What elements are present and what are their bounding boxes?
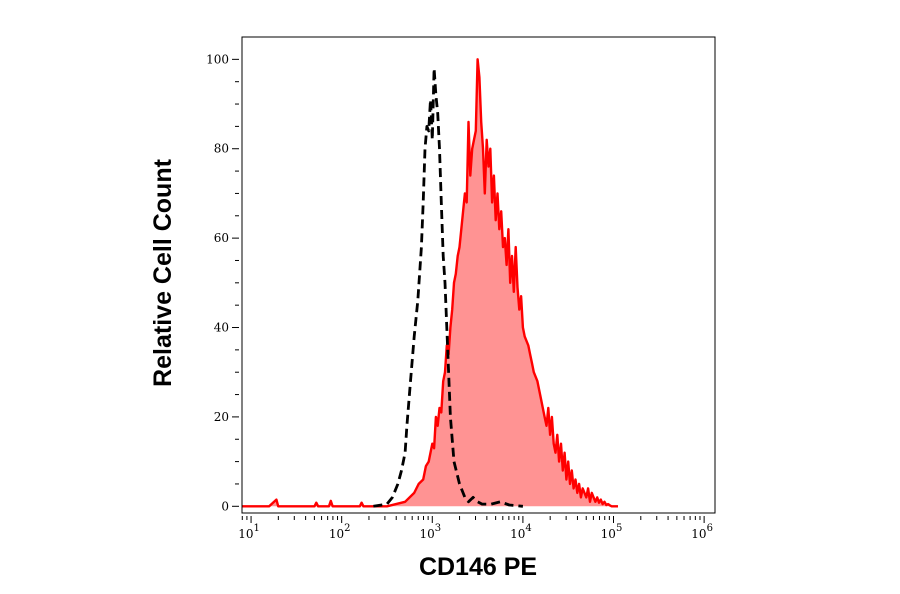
x-tick-label: 105 — [601, 523, 623, 541]
x-tick-exponent: 2 — [344, 523, 350, 534]
x-tick-exponent: 5 — [616, 523, 622, 534]
x-tick-exponent: 4 — [525, 523, 531, 534]
x-axis-title: CD146 PE — [419, 553, 537, 581]
plot-area — [241, 36, 716, 514]
y-tick-label: 80 — [214, 142, 229, 156]
series-1-area — [242, 59, 618, 507]
x-tick-label: 102 — [329, 523, 351, 541]
x-tick-label: 104 — [510, 523, 532, 541]
y-tick-label: 40 — [214, 321, 229, 335]
x-tick-label: 103 — [419, 523, 441, 541]
y-tick-label: 100 — [206, 52, 229, 66]
y-axis-title: Relative Cell Count — [149, 158, 177, 386]
x-tick-exponent: 1 — [254, 523, 260, 534]
y-tick-label: 20 — [214, 410, 229, 424]
x-tick-label: 106 — [691, 523, 713, 541]
series-0-line — [373, 66, 524, 508]
y-axis: 0 20 40 60 80 100 — [206, 52, 239, 513]
series-1-line — [242, 58, 618, 508]
x-tick-label: 101 — [238, 523, 260, 541]
plot-frame — [241, 36, 716, 514]
x-tick-exponent: 6 — [707, 523, 713, 534]
y-tick-label: 0 — [221, 499, 229, 513]
y-tick-label: 60 — [214, 231, 229, 245]
x-axis: 101 102 103 104 105 106 — [238, 516, 713, 541]
series-layer — [242, 58, 618, 508]
x-tick-exponent: 3 — [435, 523, 441, 534]
